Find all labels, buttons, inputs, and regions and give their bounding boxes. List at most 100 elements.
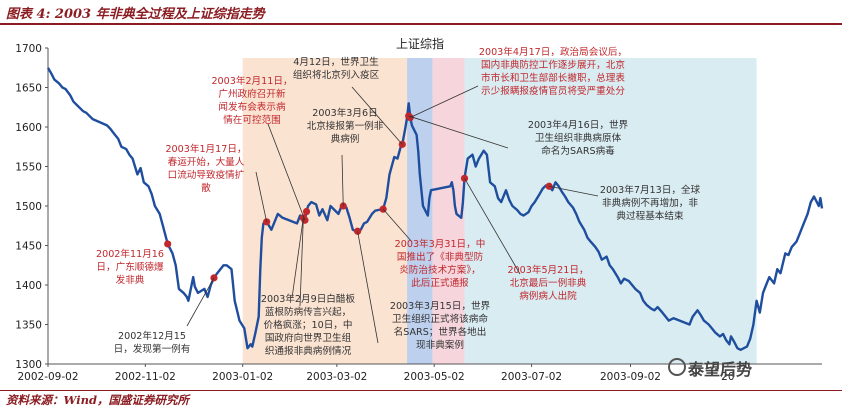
annotation-text: 2003年3月31日，中国推出了《非典型防炎防治技术方案》，此后正式通报 [395, 238, 486, 289]
shaded-period-decline [464, 58, 757, 364]
y-tick-label: 1600 [15, 122, 42, 134]
annotation-line: 国推出了《非典型防 [397, 251, 484, 263]
annotation-line: 2003年3月31日，中 [395, 238, 486, 250]
y-tick-label: 1550 [15, 162, 42, 174]
annotation-line: 典过程基本结束 [616, 210, 684, 222]
annotation-text: 2002年12月15 日，发现第一例有 [114, 330, 191, 355]
shaded-period-pink [432, 58, 465, 364]
annotation-text: 2003年4月16日，世界卫生组织非典病原体命名为SARS病毒 [528, 119, 629, 157]
event-marker [164, 240, 172, 248]
annotation-leader [341, 154, 344, 207]
annotation-line: 2003年7月13日，全球 [600, 184, 701, 196]
annotation-leader [549, 185, 599, 197]
annotation-line: 非典病例不再增加，非 [602, 197, 698, 209]
annotation-line: 现非典案例 [416, 339, 464, 351]
annotation-leader [464, 178, 521, 275]
annotation-text: 2003年5月21日，北京最后一例非典病例病人出院 [507, 264, 588, 302]
annotation-line: 价格疯涨；10日，中 [264, 319, 353, 331]
watermark: 泰望后势 [688, 360, 753, 379]
annotation-leader [255, 171, 268, 222]
annotation-line: 示少报瞒报疫情官员将受严重处分 [481, 85, 625, 97]
watermark-logo-icon [668, 358, 686, 376]
annotation-leader [410, 85, 479, 118]
annotation-line: 北京最后一例非典 [510, 277, 587, 289]
axes: 1300 1350 1400 1450 1500 1550 1600 1650 1700 2002… [15, 43, 822, 383]
annotation-line: 此后正式通报 [411, 277, 469, 289]
annotation-line: 国内非典防控工作逐步展开，北京 [481, 59, 625, 71]
annotation-leader [382, 208, 413, 243]
annotation-line: 日，发现第一例有 [114, 343, 191, 355]
annotation-line: 蓝根防病传言兴起， [265, 306, 351, 318]
annotation-leader [408, 115, 509, 149]
x-tick-label: 2003-07-02 [501, 371, 562, 383]
annotation-line: 闻发布会表示病 [218, 101, 286, 113]
annotation-line: 2003年1月17日， [165, 143, 246, 155]
annotation-line: 2003年4月17日，政治局会议后， [479, 46, 627, 58]
y-tick-label: 1700 [15, 43, 42, 55]
annotation-leader [267, 123, 306, 221]
event-marker [302, 207, 311, 216]
x-tick-label: 2002-11-02 [115, 371, 176, 383]
annotation-leader [351, 86, 403, 145]
y-tick-label: 1350 [15, 320, 42, 332]
annotation-line: 北京接报第一例非 [307, 120, 384, 132]
shaded-periods [242, 58, 757, 364]
annotation-line: 2003年4月16日，世界 [528, 119, 629, 131]
shaded-period-outbreak [242, 58, 408, 364]
x-tick-label: 2003-09-02 [600, 371, 661, 383]
annotation-line: 2003年2月11日， [211, 75, 292, 87]
annotation-leader [357, 231, 379, 344]
annotation-text: 2003年7月13日，全球非典病例不再增加，非典过程基本结束 [600, 184, 701, 222]
annotation-line: 日，广东顺德爆 [96, 261, 164, 273]
annotation-text: 4月12日，世界卫生组织将北京列入疫区 [293, 56, 380, 81]
y-tick-label: 1450 [15, 241, 42, 253]
figure-header-bar: 图表 4: 2003 年非典全过程及上证综指走势 [0, 0, 842, 25]
annotation-line: 组织将北京列入疫区 [293, 69, 380, 81]
annotation-line: 命名为SARS病毒 [541, 145, 615, 157]
annotation-line: 春运开始，大量人 [168, 156, 245, 168]
annotation-line: 卫生组织正式将该病命 [392, 313, 488, 325]
annotation-line: 2003年2月9日白醋板 [261, 293, 356, 305]
annotation-line: 卫生组织非典病原体 [535, 132, 622, 144]
annotation-line: 2003年3月6日 [312, 107, 377, 119]
annotation-line: 口流动导致疫情扩 [168, 169, 245, 181]
annotation-line: 4月12日，世界卫生 [293, 56, 379, 68]
index-chart: 上证综指 1300 1350 1400 1450 1500 1550 1600 1650 170… [15, 36, 824, 383]
annotation-line: 2002年12月15 [118, 330, 186, 342]
annotation-line: 市市长和卫生部部长撤职，总理表 [481, 72, 625, 84]
figure-header: 图表 4: 2003 年非典全过程及上证综指走势 [6, 7, 265, 22]
annotation-line: 发非典 [116, 274, 145, 286]
x-tick-label: 2003-05-02 [404, 371, 465, 383]
annotation-line: 2003年5月21日， [507, 264, 588, 276]
annotation-text: 2003年4月17日，政治局会议后，国内非典防控工作逐步展开，北京市市长和卫生部… [479, 46, 627, 97]
y-tick-label: 1650 [15, 83, 42, 95]
annotation-line: 广州政府召开新 [218, 88, 286, 100]
header-rule [0, 23, 842, 25]
source-note: 资料来源：Wind，国盛证券研究所 [6, 393, 189, 407]
annotation-text: 2002年11月16 日，广东顺德爆发非典 [96, 248, 164, 286]
y-tick-label: 1300 [15, 359, 42, 371]
annotation-text: 2003年3月15日，世界卫生组织正式将该病命名SARS；世界各地出现非典案例 [390, 300, 491, 351]
index-series-line [46, 67, 824, 351]
annotation-line: 国政府向世界卫生组 [265, 332, 352, 344]
annotation-line: 织通报非典病例情况 [265, 345, 352, 357]
x-tick-label: 20 [721, 371, 734, 383]
annotation-leader [299, 217, 304, 307]
annotation-text: 2003年2月9日白醋板蓝根防病传言兴起，价格疯涨；10日，中国政府向世界卫生组… [261, 293, 356, 357]
annotation-line: 炎防治技术方案》， [399, 264, 481, 276]
annotation-leader [291, 217, 304, 299]
annotation-line: 病例病人出院 [519, 290, 577, 302]
annotation-text: 2003年1月17日，春运开始，大量人口流动导致疫情扩散 [165, 143, 246, 194]
y-tick-label: 1500 [15, 201, 42, 213]
annotation-text: 2003年2月11日，广州政府召开新闻发布会表示病情在可控范围 [211, 75, 292, 126]
annotation-line: 情在可控范围 [223, 114, 281, 126]
x-tick-label: 2002-09-02 [17, 371, 78, 383]
annotation-line: 散 [201, 182, 211, 194]
annotation-line: 2003年3月15日，世界 [390, 300, 491, 312]
y-tick-label: 1400 [15, 280, 42, 292]
event-marker [210, 274, 218, 282]
annotation-text: 2003年3月6日北京接报第一例非典病例 [307, 107, 384, 145]
annotation-line: 名SARS；世界各地出 [394, 326, 487, 338]
annotation-line: 典病例 [331, 133, 360, 145]
